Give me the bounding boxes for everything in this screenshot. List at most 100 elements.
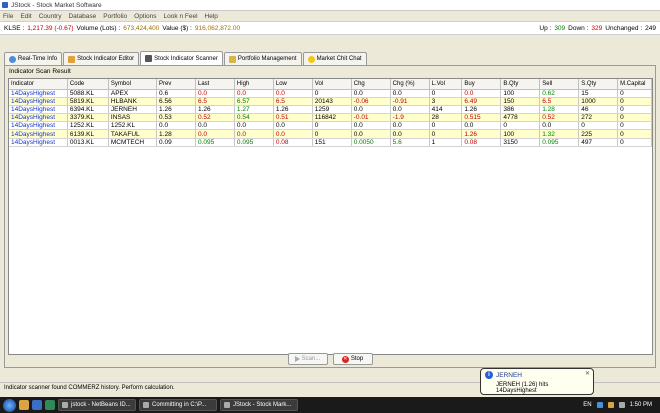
column-header[interactable]: Indicator [9, 79, 68, 90]
table-row[interactable]: 14DaysHighest 6139.KL TAKAFUL 1.28 0.0 0.0 0.0… [9, 129, 652, 139]
table-cell: 414 [429, 105, 463, 115]
menu-bar: File Edit Country Database Portfolio Opt… [0, 11, 660, 21]
clock-time[interactable]: 1:50 PM [629, 402, 652, 408]
folder-icon[interactable] [19, 400, 29, 410]
column-header[interactable]: L.Vol [429, 79, 463, 90]
tab-real-time-info[interactable]: Real-Time Info [4, 52, 63, 65]
menu-look-n-feel[interactable]: Look n Feel [163, 12, 198, 20]
stop-button[interactable]: ✕ Stop [332, 353, 373, 365]
down-label: Down : [568, 24, 589, 32]
table-cell: 0 [617, 129, 652, 139]
table-cell: 0.0050 [351, 138, 391, 147]
tab-stock-indicator-editor[interactable]: Stock Indicator Editor [63, 52, 140, 65]
column-header[interactable]: Buy [461, 79, 502, 90]
column-header[interactable]: Chg (%) [390, 79, 430, 90]
column-header[interactable]: B.Qty [500, 79, 541, 90]
table-cell: 0.0 [273, 121, 313, 131]
table-row[interactable]: 14DaysHighest 0013.KL MCMTECH 0.09 0.095 0.09… [9, 138, 652, 147]
balloon-message: JERNEH (1.26) hits 14DaysHighest [496, 382, 549, 394]
up-label: Up : [539, 24, 552, 32]
table-cell: 0.0 [234, 129, 274, 139]
jstock-tray-icon[interactable] [607, 402, 614, 408]
table-cell: 0.6 [156, 89, 196, 98]
language-indicator[interactable]: EN [583, 402, 592, 408]
menu-portfolio[interactable]: Portfolio [103, 12, 128, 20]
column-header[interactable]: Sell [539, 79, 580, 90]
table-cell: APEX [108, 89, 158, 98]
table-cell: 15 [578, 89, 619, 98]
media-icon[interactable] [45, 400, 55, 410]
table-cell: 0.0 [195, 89, 235, 98]
column-header[interactable]: M.Capital [617, 79, 652, 90]
button-bar: Scan... ✕ Stop [5, 353, 655, 367]
menu-edit[interactable]: Edit [20, 12, 32, 20]
browser-icon[interactable] [32, 400, 42, 410]
table-cell: 1.26 [195, 105, 235, 115]
tab-label: Stock Indicator Editor [77, 56, 135, 62]
task-label: JStock - Stock Mark... [233, 402, 292, 408]
column-header[interactable]: Symbol [108, 79, 158, 90]
table-cell: 0013.KL [67, 138, 109, 147]
table-cell: MCMTECH [108, 138, 158, 147]
table-cell: JERNEH [108, 105, 158, 115]
volume-value: 673,424,400 [123, 24, 160, 32]
task-netbeans[interactable]: jstock - NetBeans ID... [58, 399, 136, 411]
volume-label: Volume (Lots) : [76, 24, 121, 32]
table-cell: INSAS [108, 113, 158, 123]
table-cell: 6394.KL [67, 105, 109, 115]
table-row[interactable]: 14DaysHighest 6394.KL JERNEH 1.26 1.26 1.27 1.… [9, 105, 652, 115]
task-label: Committing in C:\P... [152, 402, 207, 408]
column-header[interactable]: Low [273, 79, 313, 90]
close-icon[interactable]: ✕ [584, 371, 590, 377]
menu-options[interactable]: Options [134, 12, 157, 20]
table-cell: 4778 [500, 113, 541, 123]
table-cell: TAKAFUL [108, 129, 158, 139]
column-header[interactable]: Code [67, 79, 109, 90]
binoculars-icon [145, 55, 153, 62]
table-cell: 0.515 [461, 113, 502, 123]
tab-stock-indicator-scanner[interactable]: Stock Indicator Scanner [140, 51, 223, 65]
menu-help[interactable]: Help [204, 12, 218, 20]
table-cell: 0 [617, 89, 652, 98]
volume-icon[interactable] [618, 402, 625, 408]
table-cell: 1.26 [273, 105, 313, 115]
table-row[interactable]: 14DaysHighest 3379.KL INSAS 0.53 0.52 0.54 0.5… [9, 113, 652, 123]
table-cell: 6.57 [234, 97, 274, 106]
table-cell: 0.0 [195, 121, 235, 131]
value-label: Value ($) : [162, 24, 192, 32]
table-cell: 100 [500, 89, 541, 98]
column-header[interactable]: Chg [351, 79, 391, 90]
tab-market-chit-chat[interactable]: Market Chit Chat [302, 52, 367, 65]
notification-balloon[interactable]: ✕ i JERNEH JERNEH (1.26) hits 14DaysHigh… [480, 368, 594, 395]
table-cell: 0.52 [539, 113, 580, 123]
pencil-icon [68, 55, 76, 63]
network-icon[interactable] [596, 402, 603, 408]
table-row[interactable]: 14DaysHighest 5819.KL HLBANK 6.56 6.5 6.57 6.5… [9, 97, 652, 106]
table-row[interactable]: 14DaysHighest 1252.KL 1252.KL 0.0 0.0 0.0 0.0 0… [9, 121, 652, 131]
table-cell: 3 [429, 97, 463, 106]
start-button[interactable] [3, 398, 16, 412]
column-header[interactable]: High [234, 79, 274, 90]
task-svn-commit[interactable]: Committing in C:\P... [139, 399, 217, 411]
table-cell: 0.0 [351, 89, 391, 98]
up-count: 309 [554, 24, 566, 32]
column-header[interactable]: Vol [312, 79, 352, 90]
table-cell: -0.06 [351, 97, 391, 106]
task-jstock[interactable]: JStock - Stock Mark... [220, 399, 298, 411]
scan-result-table[interactable]: Indicator Code Symbol Prev Last High Low Vol Chg… [8, 78, 653, 355]
menu-database[interactable]: Database [68, 12, 97, 20]
tab-portfolio-management[interactable]: Portfolio Management [223, 52, 302, 65]
table-cell: 20143 [312, 97, 352, 106]
column-header[interactable]: Prev [156, 79, 196, 90]
menu-file[interactable]: File [3, 12, 14, 20]
table-cell: 1.27 [234, 105, 274, 115]
table-cell: 0.0 [351, 105, 391, 115]
scan-button[interactable]: Scan... [287, 353, 328, 365]
menu-country[interactable]: Country [38, 12, 62, 20]
table-cell: 1 [429, 138, 463, 147]
column-header[interactable]: S.Qty [578, 79, 619, 90]
table-cell: 3150 [500, 138, 541, 147]
taskbar: jstock - NetBeans ID... Committing in C:… [0, 397, 660, 413]
table-row[interactable]: 14DaysHighest 5088.KL APEX 0.6 0.0 0.0 0.0 0 0.0… [9, 89, 652, 98]
column-header[interactable]: Last [195, 79, 235, 90]
